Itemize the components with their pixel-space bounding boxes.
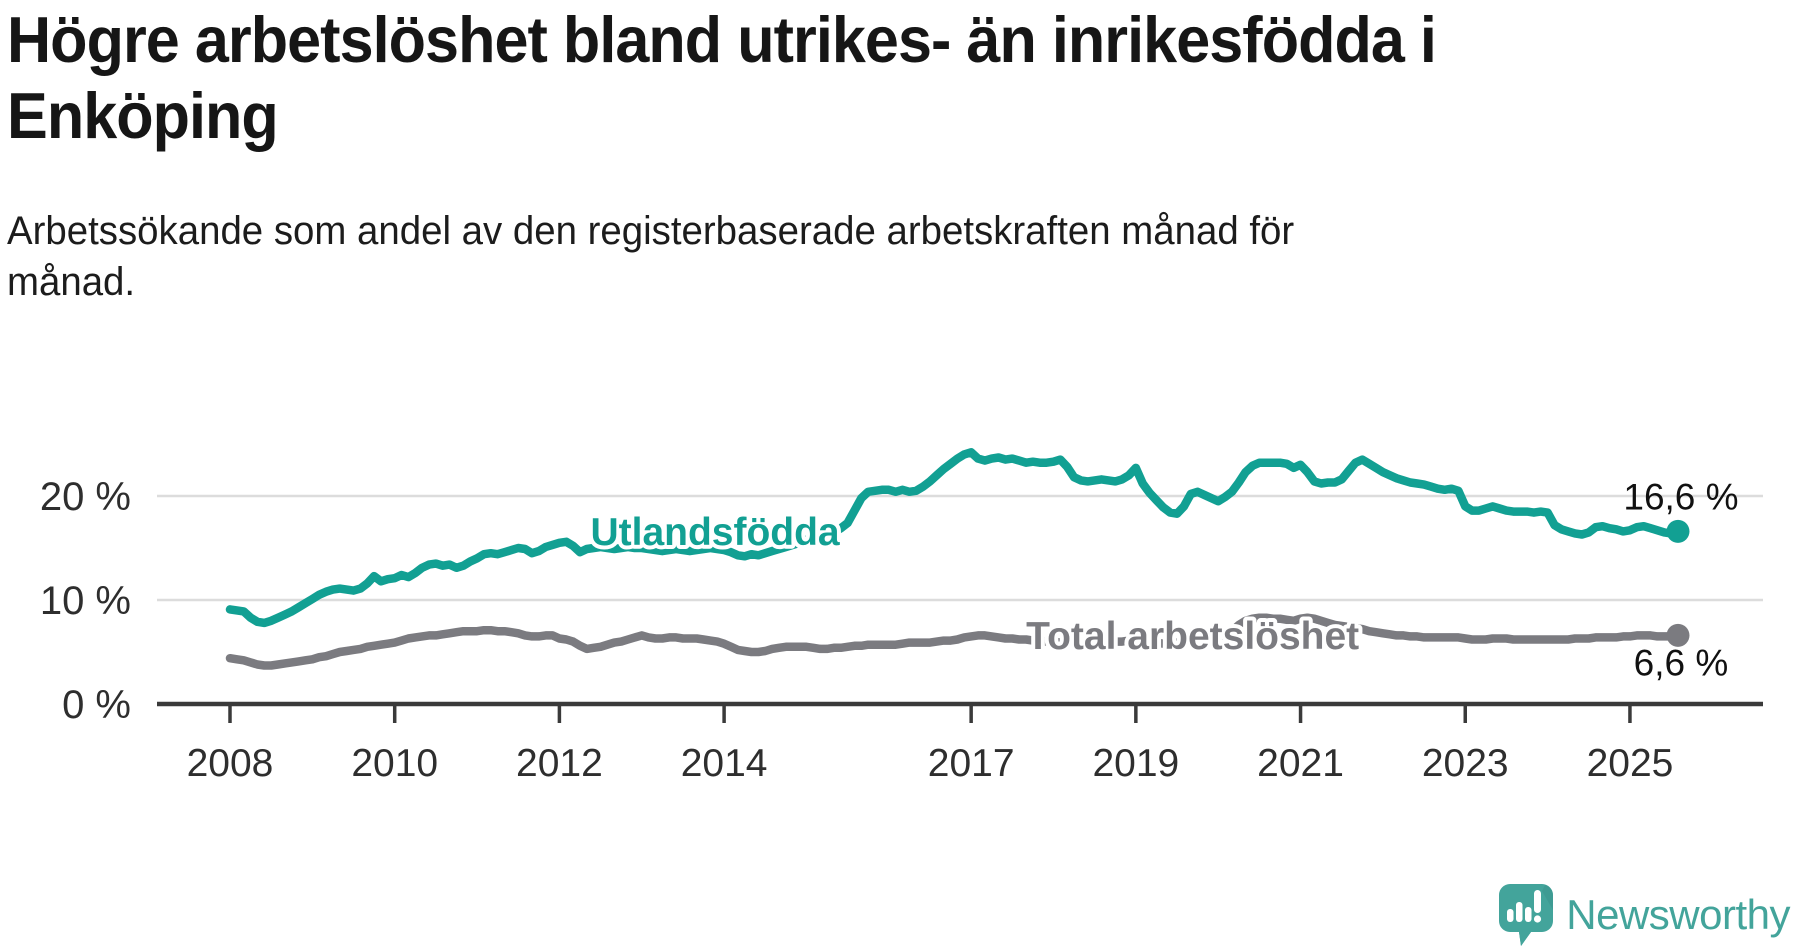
series-end-value-0: 16,6 % bbox=[1623, 476, 1738, 517]
page-title-line2: Enköping bbox=[7, 79, 279, 152]
series-end-dot-0 bbox=[1666, 519, 1690, 543]
page-title: Högre arbetslöshet bland utrikes- än inr… bbox=[7, 2, 1549, 154]
x-tick-label-2014: 2014 bbox=[681, 742, 768, 785]
series-end-dot-1 bbox=[1666, 623, 1690, 647]
x-tick-label-2019: 2019 bbox=[1092, 742, 1179, 785]
page-subtitle: Arbetssökande som andel av den registerb… bbox=[7, 206, 1447, 308]
y-tick-label-10: 10 % bbox=[40, 579, 131, 623]
page-subtitle-line1: Arbetssökande som andel av den registerb… bbox=[7, 209, 1295, 253]
page-subtitle-line2: månad. bbox=[7, 260, 136, 304]
x-tick-label-2012: 2012 bbox=[516, 742, 603, 785]
y-tick-label-20: 20 % bbox=[40, 475, 131, 519]
newsworthy-logo-icon bbox=[1499, 884, 1554, 946]
x-tick-label-2010: 2010 bbox=[351, 742, 438, 785]
series-label-0: Utlandsfödda bbox=[590, 511, 839, 554]
x-tick-label-2021: 2021 bbox=[1257, 742, 1344, 785]
logo-bar-2 bbox=[1516, 902, 1523, 922]
series-end-value-1: 6,6 % bbox=[1634, 642, 1729, 683]
x-tick-label-2017: 2017 bbox=[928, 742, 1015, 785]
page-title-line1: Högre arbetslöshet bland utrikes- än inr… bbox=[7, 3, 1437, 76]
x-tick-label-2023: 2023 bbox=[1422, 742, 1509, 785]
newsworthy-logo: Newsworthy bbox=[1498, 882, 1790, 948]
x-tick-label-2025: 2025 bbox=[1587, 742, 1674, 785]
y-tick-label-0: 0 % bbox=[62, 683, 131, 727]
logo-shadow bbox=[1542, 885, 1554, 910]
logo-exclamation-bar bbox=[1534, 890, 1542, 913]
speech-bubble-tail bbox=[1510, 932, 1532, 946]
series-line-0 bbox=[225, 448, 1683, 628]
series-line-1 bbox=[225, 613, 1683, 670]
logo-exclamation-dot bbox=[1534, 915, 1542, 923]
logo-bar-1 bbox=[1507, 909, 1514, 922]
series-label-1: Total arbetslöshet bbox=[1026, 615, 1359, 658]
newsworthy-logo-text: Newsworthy bbox=[1566, 891, 1790, 938]
x-tick-label-2008: 2008 bbox=[187, 742, 274, 785]
logo-bar-3 bbox=[1525, 907, 1532, 922]
